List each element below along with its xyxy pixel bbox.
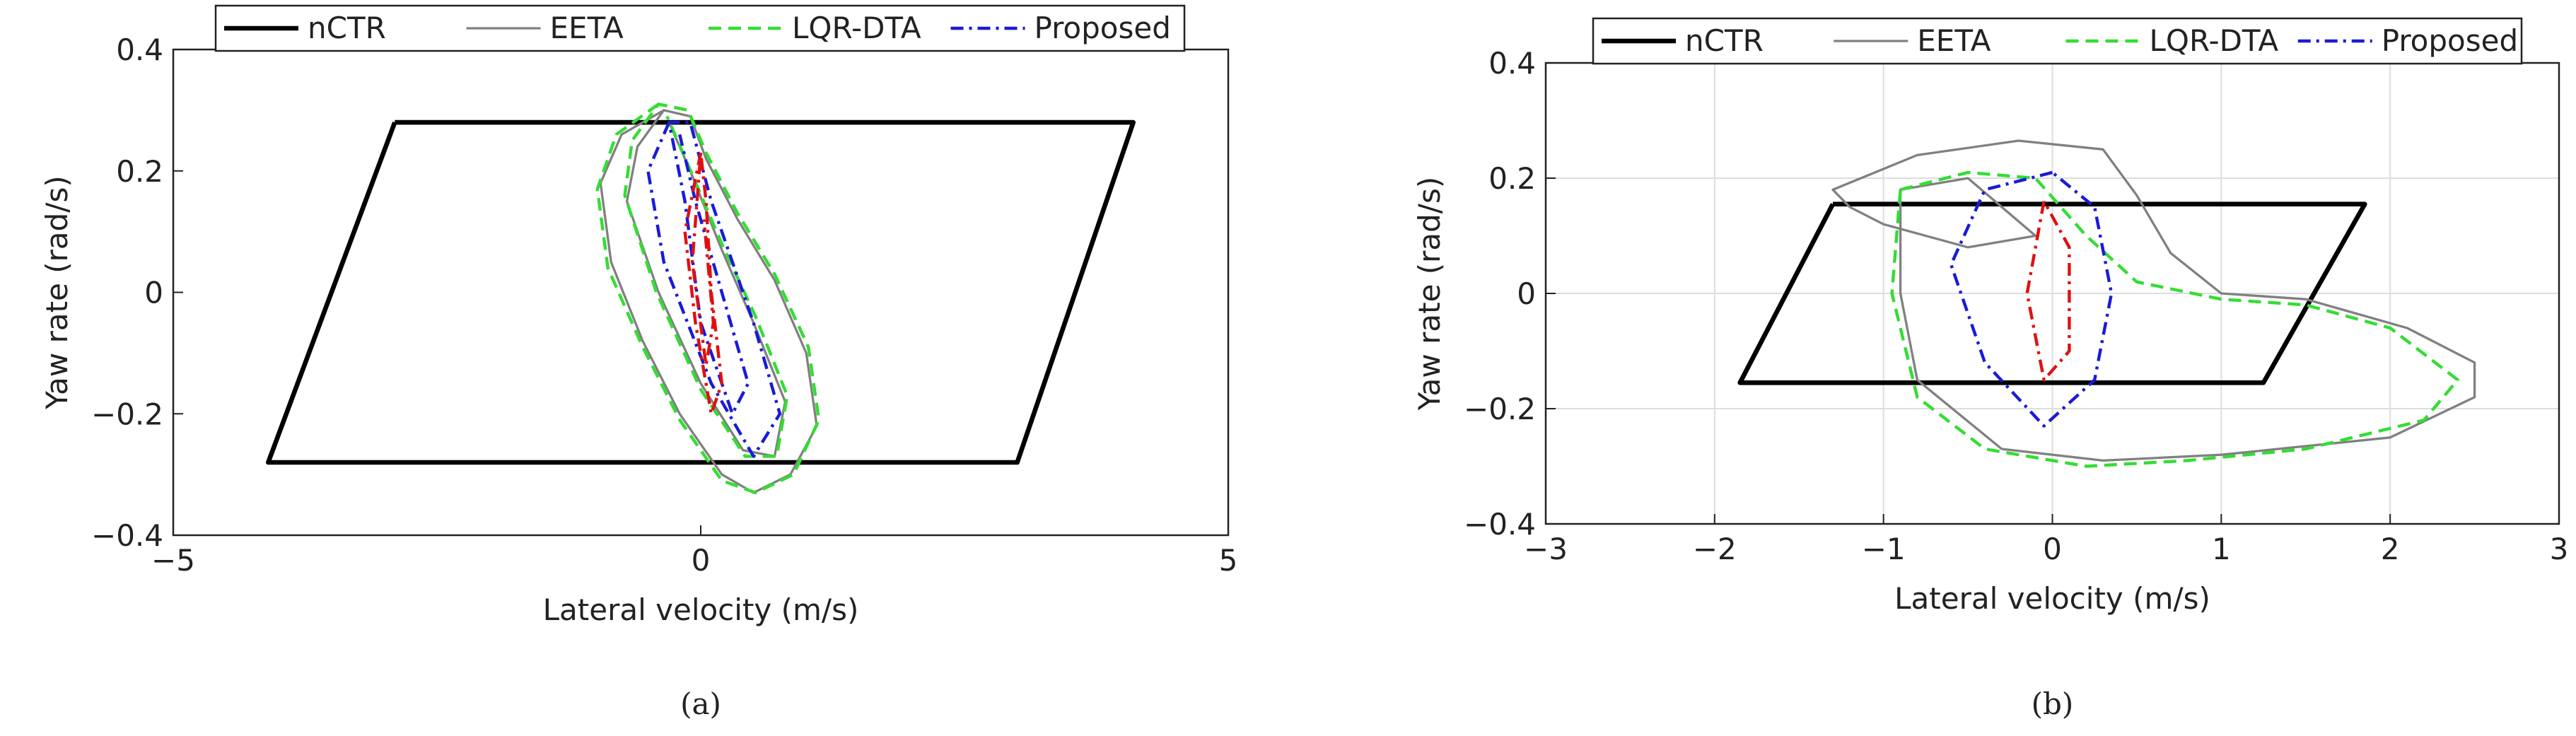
x-axis-label: Lateral velocity (m/s) [1894, 581, 2210, 616]
legend-box [1592, 17, 2523, 65]
x-tick-label: 3 [2550, 532, 2569, 566]
x-tick-label: 0 [2043, 532, 2062, 566]
x-tick-label: −3 [1524, 532, 1568, 566]
legend-label: Proposed [1035, 11, 1171, 45]
y-tick-label: 0.2 [1488, 161, 1536, 196]
series-line [2025, 200, 2071, 382]
x-tick-label: 5 [1219, 543, 1238, 578]
x-tick-label: 0 [692, 543, 711, 578]
x-tick-label: −5 [151, 543, 195, 578]
series-line [1737, 201, 2367, 385]
y-tick-label: 0 [1517, 276, 1536, 311]
series-line [1950, 170, 2114, 428]
y-tick-label: 0.4 [116, 33, 163, 67]
legend-label: nCTR [1685, 23, 1764, 58]
y-tick-label: 0.2 [116, 154, 163, 189]
y-tick-label: −0.4 [91, 518, 163, 553]
y-tick-label: 0.4 [1488, 46, 1536, 81]
y-axis-label: Yaw rate (rad/s) [40, 175, 74, 409]
panel-label: (a) [680, 687, 721, 721]
legend-label: Proposed [2382, 23, 2518, 58]
x-tick-label: 1 [2212, 532, 2231, 566]
legend-label: EETA [1917, 23, 1991, 58]
x-tick-label: −2 [1693, 532, 1737, 566]
legend-label: LQR-DTA [2150, 23, 2279, 58]
y-tick-label: −0.2 [91, 397, 163, 431]
legend-label: EETA [550, 11, 624, 45]
y-tick-label: −0.2 [1464, 392, 1536, 426]
legend-label: nCTR [308, 11, 386, 45]
x-axis-label: Lateral velocity (m/s) [543, 592, 859, 627]
y-axis-label: Yaw rate (rad/s) [1412, 177, 1447, 411]
panel-label: (b) [2032, 687, 2074, 721]
series-line [595, 103, 821, 495]
series-line [599, 109, 818, 494]
series-line [1890, 170, 2459, 468]
series-line [266, 119, 1136, 465]
y-tick-label: 0 [144, 276, 163, 310]
x-tick-label: −1 [1862, 532, 1906, 566]
series-line [1831, 139, 2476, 462]
y-tick-label: −0.4 [1464, 507, 1536, 542]
x-tick-label: 2 [2381, 532, 2400, 566]
legend-label: LQR-DTA [792, 11, 921, 45]
series-line [683, 151, 723, 416]
